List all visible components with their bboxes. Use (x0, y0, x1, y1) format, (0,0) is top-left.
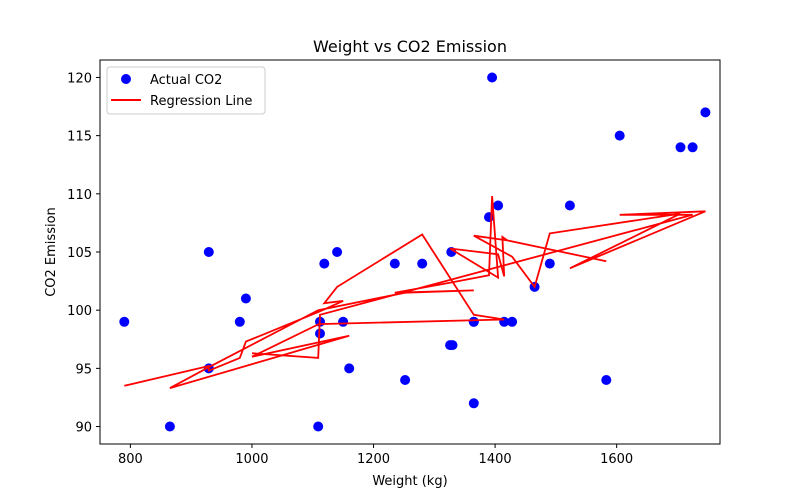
legend-box (106, 66, 266, 115)
chart-title: Weight vs CO2 Emission (313, 37, 507, 56)
data-point-26 (507, 316, 518, 327)
data-point-5 (240, 293, 251, 304)
y-tick-label: 100 (67, 304, 92, 319)
legend: Actual CO2 Regression Line (106, 66, 266, 115)
y-tick-label: 115 (67, 130, 92, 145)
data-point-6 (313, 421, 324, 432)
x-axis-label: Weight (kg) (372, 474, 447, 489)
y-tick-label: 105 (67, 246, 92, 261)
y-tick-label: 90 (75, 421, 92, 436)
y-tick-label: 95 (75, 362, 92, 377)
x-tick-label: 1200 (357, 452, 390, 467)
legend-label-actual: Actual CO2 (150, 73, 222, 88)
y-tick-label: 120 (67, 71, 92, 86)
data-point-14 (400, 375, 411, 385)
data-point-15 (417, 258, 428, 269)
x-tick-label: 1400 (479, 452, 512, 467)
data-point-1 (164, 421, 175, 432)
x-tick-label: 1000 (235, 452, 268, 467)
data-point-17 (447, 340, 458, 351)
axis-ticks: 800 1000 1200 1400 1600 90 95 100 105 110 115 120 (67, 71, 633, 467)
data-point-4 (234, 316, 245, 327)
data-point-13 (389, 258, 400, 269)
data-point-12 (344, 363, 355, 374)
x-tick-label: 1600 (600, 452, 633, 467)
data-point-33 (687, 142, 698, 153)
y-tick-label: 110 (67, 188, 92, 203)
regression-line (124, 196, 706, 389)
plot-area (119, 72, 711, 432)
data-point-10 (332, 247, 343, 257)
x-tick-label: 800 (118, 452, 143, 467)
data-point-32 (675, 142, 686, 153)
data-point-21 (468, 398, 479, 409)
data-point-0 (119, 316, 130, 327)
data-point-23 (487, 72, 498, 83)
data-point-9 (319, 258, 330, 269)
data-point-3 (203, 247, 214, 257)
data-point-31 (614, 130, 625, 141)
data-point-24 (493, 200, 504, 211)
data-point-29 (564, 200, 575, 211)
data-point-20 (468, 316, 479, 327)
data-point-30 (601, 375, 612, 385)
legend-marker-actual (121, 74, 131, 84)
data-point-11 (338, 316, 349, 327)
data-point-28 (544, 258, 555, 269)
y-axis-label: CO2 Emission (44, 207, 59, 297)
legend-label-regression: Regression Line (150, 94, 252, 109)
data-point-34 (700, 107, 711, 118)
